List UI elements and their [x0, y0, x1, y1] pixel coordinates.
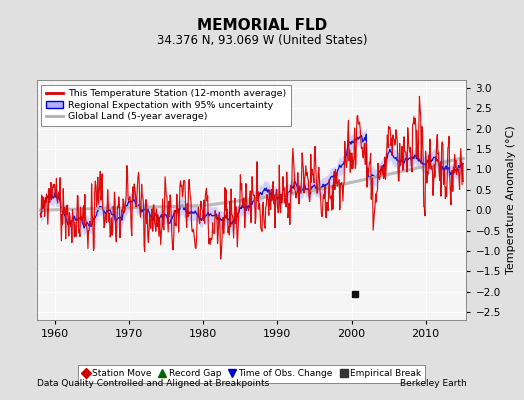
Text: Data Quality Controlled and Aligned at Breakpoints: Data Quality Controlled and Aligned at B…	[37, 379, 269, 388]
Legend: Station Move, Record Gap, Time of Obs. Change, Empirical Break: Station Move, Record Gap, Time of Obs. C…	[78, 365, 425, 383]
Text: MEMORIAL FLD: MEMORIAL FLD	[197, 18, 327, 33]
Text: 34.376 N, 93.069 W (United States): 34.376 N, 93.069 W (United States)	[157, 34, 367, 47]
Text: Berkeley Earth: Berkeley Earth	[400, 379, 466, 388]
Y-axis label: Temperature Anomaly (°C): Temperature Anomaly (°C)	[506, 126, 516, 274]
